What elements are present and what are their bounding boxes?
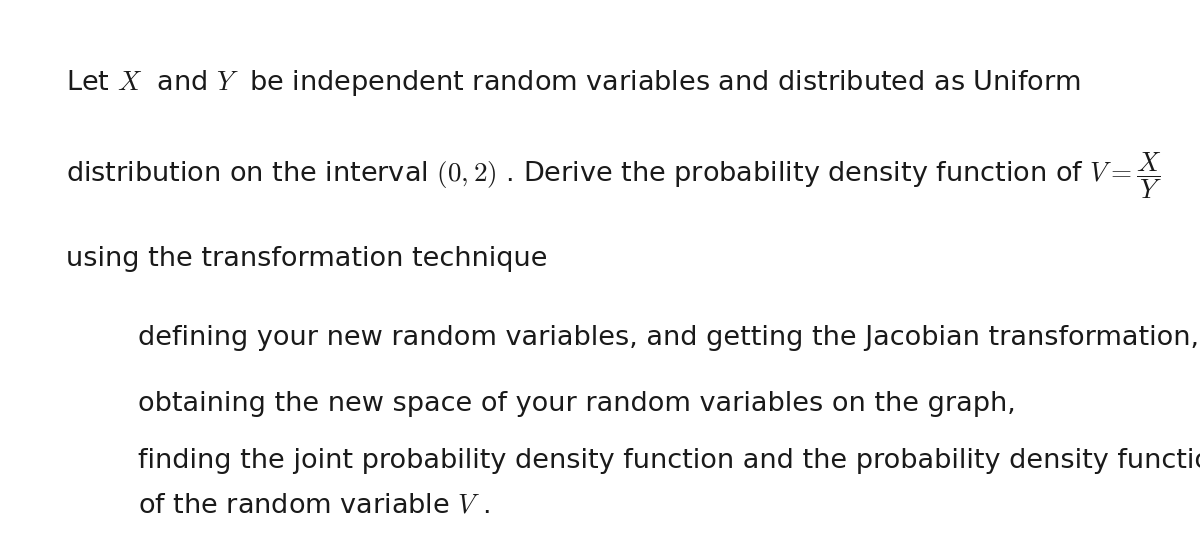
Text: distribution on the interval $(0, 2)$ . Derive the probability density function : distribution on the interval $(0, 2)$ . …: [66, 150, 1162, 201]
Text: obtaining the new space of your random variables on the graph,: obtaining the new space of your random v…: [138, 391, 1015, 417]
Text: using the transformation technique: using the transformation technique: [66, 247, 547, 272]
Text: of the random variable $\it{V}$ .: of the random variable $\it{V}$ .: [138, 493, 490, 518]
Text: finding the joint probability density function and the probability density funct: finding the joint probability density fu…: [138, 448, 1200, 474]
Text: Let $\it{X}$  and $\it{Y}$  be independent random variables and distributed as U: Let $\it{X}$ and $\it{Y}$ be independent…: [66, 68, 1081, 98]
Text: defining your new random variables, and getting the Jacobian transformation,: defining your new random variables, and …: [138, 325, 1199, 351]
